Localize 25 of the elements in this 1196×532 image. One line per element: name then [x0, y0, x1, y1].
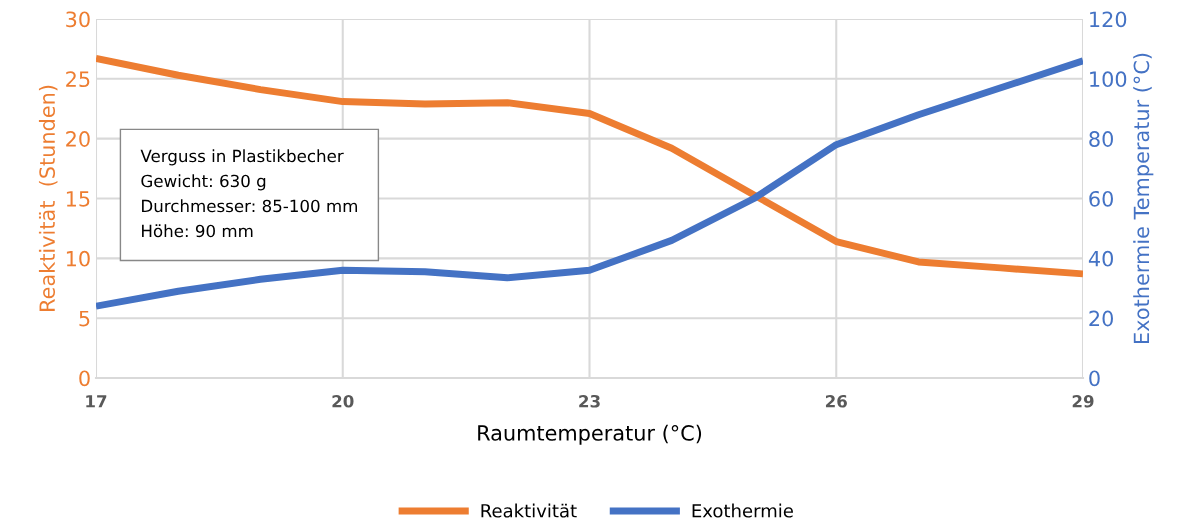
x-tick-label: 26 [825, 394, 847, 408]
x-axis-title: Raumtemperatur (°C) [478, 424, 702, 445]
x-tick-label: 20 [332, 394, 354, 408]
y2-tick-label: 0 [1089, 370, 1100, 387]
annotation: Verguss in Plastikbecher Gewicht: 630 g Durchmesser: 85-100 mm Höhe: 90 mm [140, 149, 357, 238]
y2-axis-title: Exothermie Temperatur (°C) [1133, 53, 1154, 343]
y2-tick-label: 20 [1089, 310, 1113, 327]
y2-tick-label: 60 [1089, 190, 1113, 207]
y-tick-label: 30 [66, 11, 90, 28]
y-axis-title: Reaktivität (Stunden) [38, 85, 58, 311]
y2-tick-label: 120 [1090, 11, 1127, 28]
legend-label: Reaktivität [481, 503, 577, 518]
y-tick-label: 0 [79, 370, 90, 387]
y-tick-label: 25 [66, 71, 90, 88]
y-tick-label: 10 [66, 250, 90, 267]
x-tick-label: 29 [1072, 394, 1094, 408]
y2-tick-label: 80 [1089, 131, 1113, 147]
x-tick-label: 23 [579, 394, 600, 408]
y-tick-label: 5 [79, 310, 90, 327]
x-tick-label: 17 [86, 395, 107, 408]
y-tick-label: 15 [66, 191, 90, 207]
y2-tick-label: 40 [1088, 250, 1113, 267]
y-tick-label: 20 [66, 131, 90, 147]
y2-tick-label: 100 [1090, 71, 1127, 88]
legend-label: Exothermie [692, 503, 793, 518]
